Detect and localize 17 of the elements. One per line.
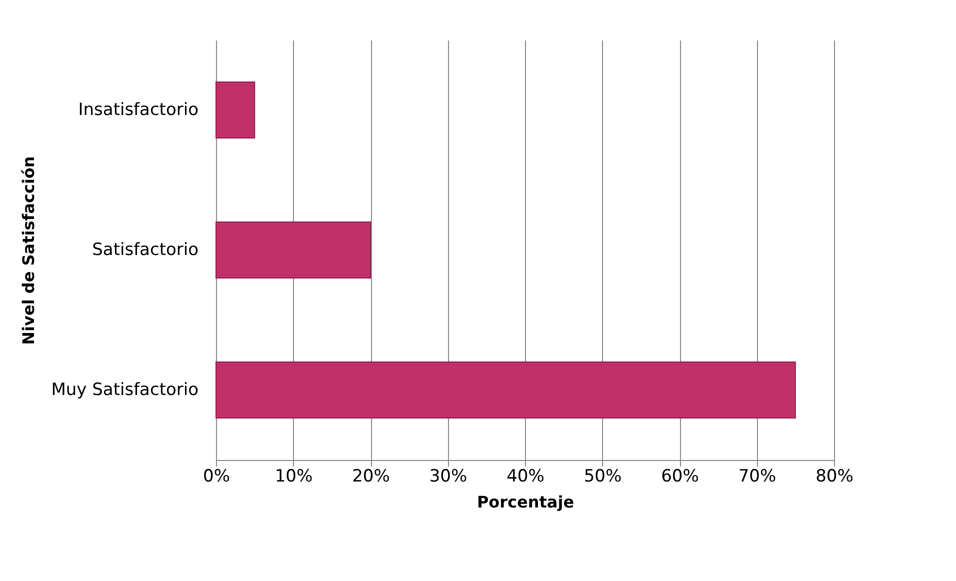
- bar: [216, 82, 256, 138]
- x-tick-label: 10%: [274, 466, 313, 486]
- y-tick-label: Muy Satisfactorio: [51, 380, 198, 400]
- y-tick-label: Satisfactorio: [92, 240, 198, 260]
- x-tick-label: 60%: [661, 466, 699, 486]
- x-tick-label: 30%: [429, 466, 468, 486]
- x-tick-label: 20%: [352, 466, 390, 486]
- x-tick-label: 70%: [738, 466, 776, 486]
- x-tick-label: 50%: [584, 466, 622, 486]
- y-tick-label: Insatisfactorio: [78, 100, 198, 120]
- x-axis-title: Porcentaje: [476, 492, 574, 512]
- x-tick-label: 40%: [506, 466, 544, 486]
- bar: [216, 222, 371, 278]
- x-tick-label: 80%: [816, 466, 854, 486]
- bar: [216, 362, 796, 418]
- y-axis-title: Nivel de Satisfacción: [19, 156, 38, 345]
- x-tick-label: 0%: [203, 466, 230, 486]
